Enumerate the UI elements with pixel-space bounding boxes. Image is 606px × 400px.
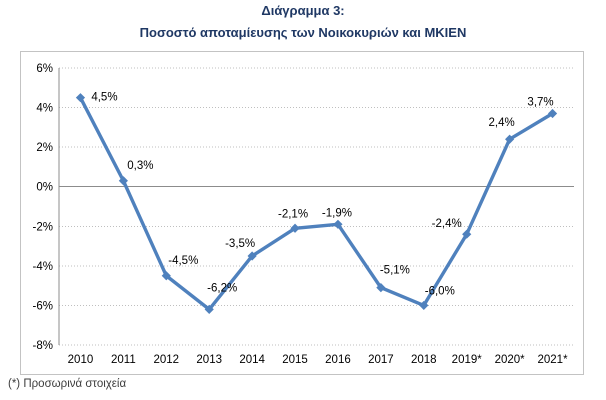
data-point-marker (118, 176, 128, 186)
x-axis-tick-label: 2017 (368, 354, 394, 366)
data-point-marker (376, 283, 386, 293)
x-axis-tick-label: 2018 (411, 354, 437, 366)
data-point-label: 3,7% (527, 97, 553, 109)
y-axis-tick-label: 2% (36, 142, 53, 154)
data-point-marker (247, 251, 257, 261)
x-axis-tick-label: 2012 (153, 354, 179, 366)
y-axis-tick-label: 4% (36, 103, 53, 115)
data-point-marker (161, 271, 171, 281)
y-axis-tick-label: 6% (36, 63, 53, 75)
data-point-label: -2,1% (278, 208, 308, 220)
data-point-label: 2,4% (489, 117, 515, 129)
data-point-label: 4,5% (91, 92, 117, 104)
chart-plot-container: 6% 4% 2% 0% -2% -4% -6% -8% 2010 2011 2012 2013 2014… (20, 51, 584, 375)
y-axis-tick-label: -4% (33, 261, 53, 273)
x-axis-tick-label: 2021* (538, 354, 569, 366)
x-axis-tick-label: 2010 (68, 354, 94, 366)
data-point-label: -4,5% (168, 255, 198, 267)
savings-line-chart: 6% 4% 2% 0% -2% -4% -6% -8% 2010 2011 2012 2013 2014… (33, 63, 574, 366)
x-axis-tick-label: 2013 (196, 354, 222, 366)
x-axis-tick-label: 2019* (452, 354, 483, 366)
footnote: (*) Προσωρινά στοιχεία (8, 378, 127, 390)
figure-caption: Διάγραμμα 3: (261, 3, 345, 18)
data-point-label: 0,3% (127, 160, 153, 172)
data-point-label: -3,5% (225, 238, 255, 250)
data-point-label: -1,9% (322, 207, 352, 219)
y-axis-tick-label: -2% (33, 221, 53, 233)
data-point-label: -2,4% (432, 218, 462, 230)
chart-title: Ποσοστό αποταμίευσης των Νοικοκυριών και… (139, 25, 467, 40)
data-point-marker (462, 229, 472, 239)
data-point-marker (75, 93, 86, 103)
x-axis-tick-label: 2011 (111, 354, 136, 366)
data-point-marker (333, 219, 343, 229)
data-point-marker (290, 223, 300, 233)
y-axis-tick-label: -6% (33, 300, 53, 312)
x-axis-tick-label: 2020* (495, 354, 526, 366)
x-axis-tick-label: 2016 (325, 354, 351, 366)
x-axis-tick-label: 2015 (282, 354, 308, 366)
data-point-marker (505, 134, 515, 144)
x-axis-tick-label: 2014 (239, 354, 265, 366)
data-point-label: -5,1% (380, 265, 410, 277)
data-point-label: -6,0% (425, 285, 455, 297)
data-point-label: -6,2% (207, 282, 237, 294)
y-axis-tick-label: 0% (36, 182, 53, 194)
data-line-series (78, 95, 555, 312)
y-axis-tick-label: -8% (33, 340, 53, 352)
